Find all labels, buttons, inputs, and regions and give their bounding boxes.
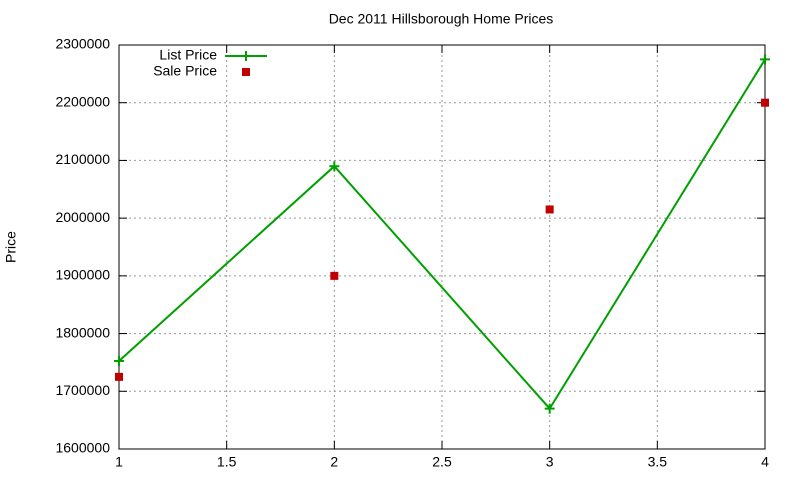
marker xyxy=(760,54,770,65)
y-tick-label: 1800000 xyxy=(55,324,110,340)
y-tick-label: 2200000 xyxy=(55,93,110,109)
series-line xyxy=(118,58,766,411)
y-tick-label: 2300000 xyxy=(55,36,110,52)
y-tick-label: 1900000 xyxy=(55,267,110,283)
y-tick-label: 2000000 xyxy=(55,209,110,225)
marker xyxy=(329,161,340,172)
legend-label: Sale Price xyxy=(153,63,217,79)
marker xyxy=(544,403,555,414)
marker xyxy=(545,205,554,214)
y-axis-label: Price xyxy=(3,231,19,263)
chart-title: Dec 2011 Hillsborough Home Prices xyxy=(329,11,554,27)
legend-marker xyxy=(241,51,251,61)
x-tick-label: 1.5 xyxy=(217,454,237,470)
marker xyxy=(115,372,123,381)
plot-frame xyxy=(118,44,766,450)
y-tick-label: 1600000 xyxy=(55,440,110,456)
x-tick-label: 1 xyxy=(115,454,123,470)
legend-label: List Price xyxy=(159,47,217,63)
marker xyxy=(330,271,339,280)
x-tick-label: 2.5 xyxy=(432,454,452,470)
legend-marker xyxy=(242,68,250,76)
marker xyxy=(761,98,769,107)
x-tick-label: 2 xyxy=(330,454,338,470)
x-tick-label: 3.5 xyxy=(648,454,668,470)
y-tick-label: 2100000 xyxy=(55,151,110,167)
x-tick-label: 4 xyxy=(761,454,769,470)
x-tick-label: 3 xyxy=(546,454,554,470)
y-tick-label: 1700000 xyxy=(55,382,110,398)
marker xyxy=(114,355,124,366)
